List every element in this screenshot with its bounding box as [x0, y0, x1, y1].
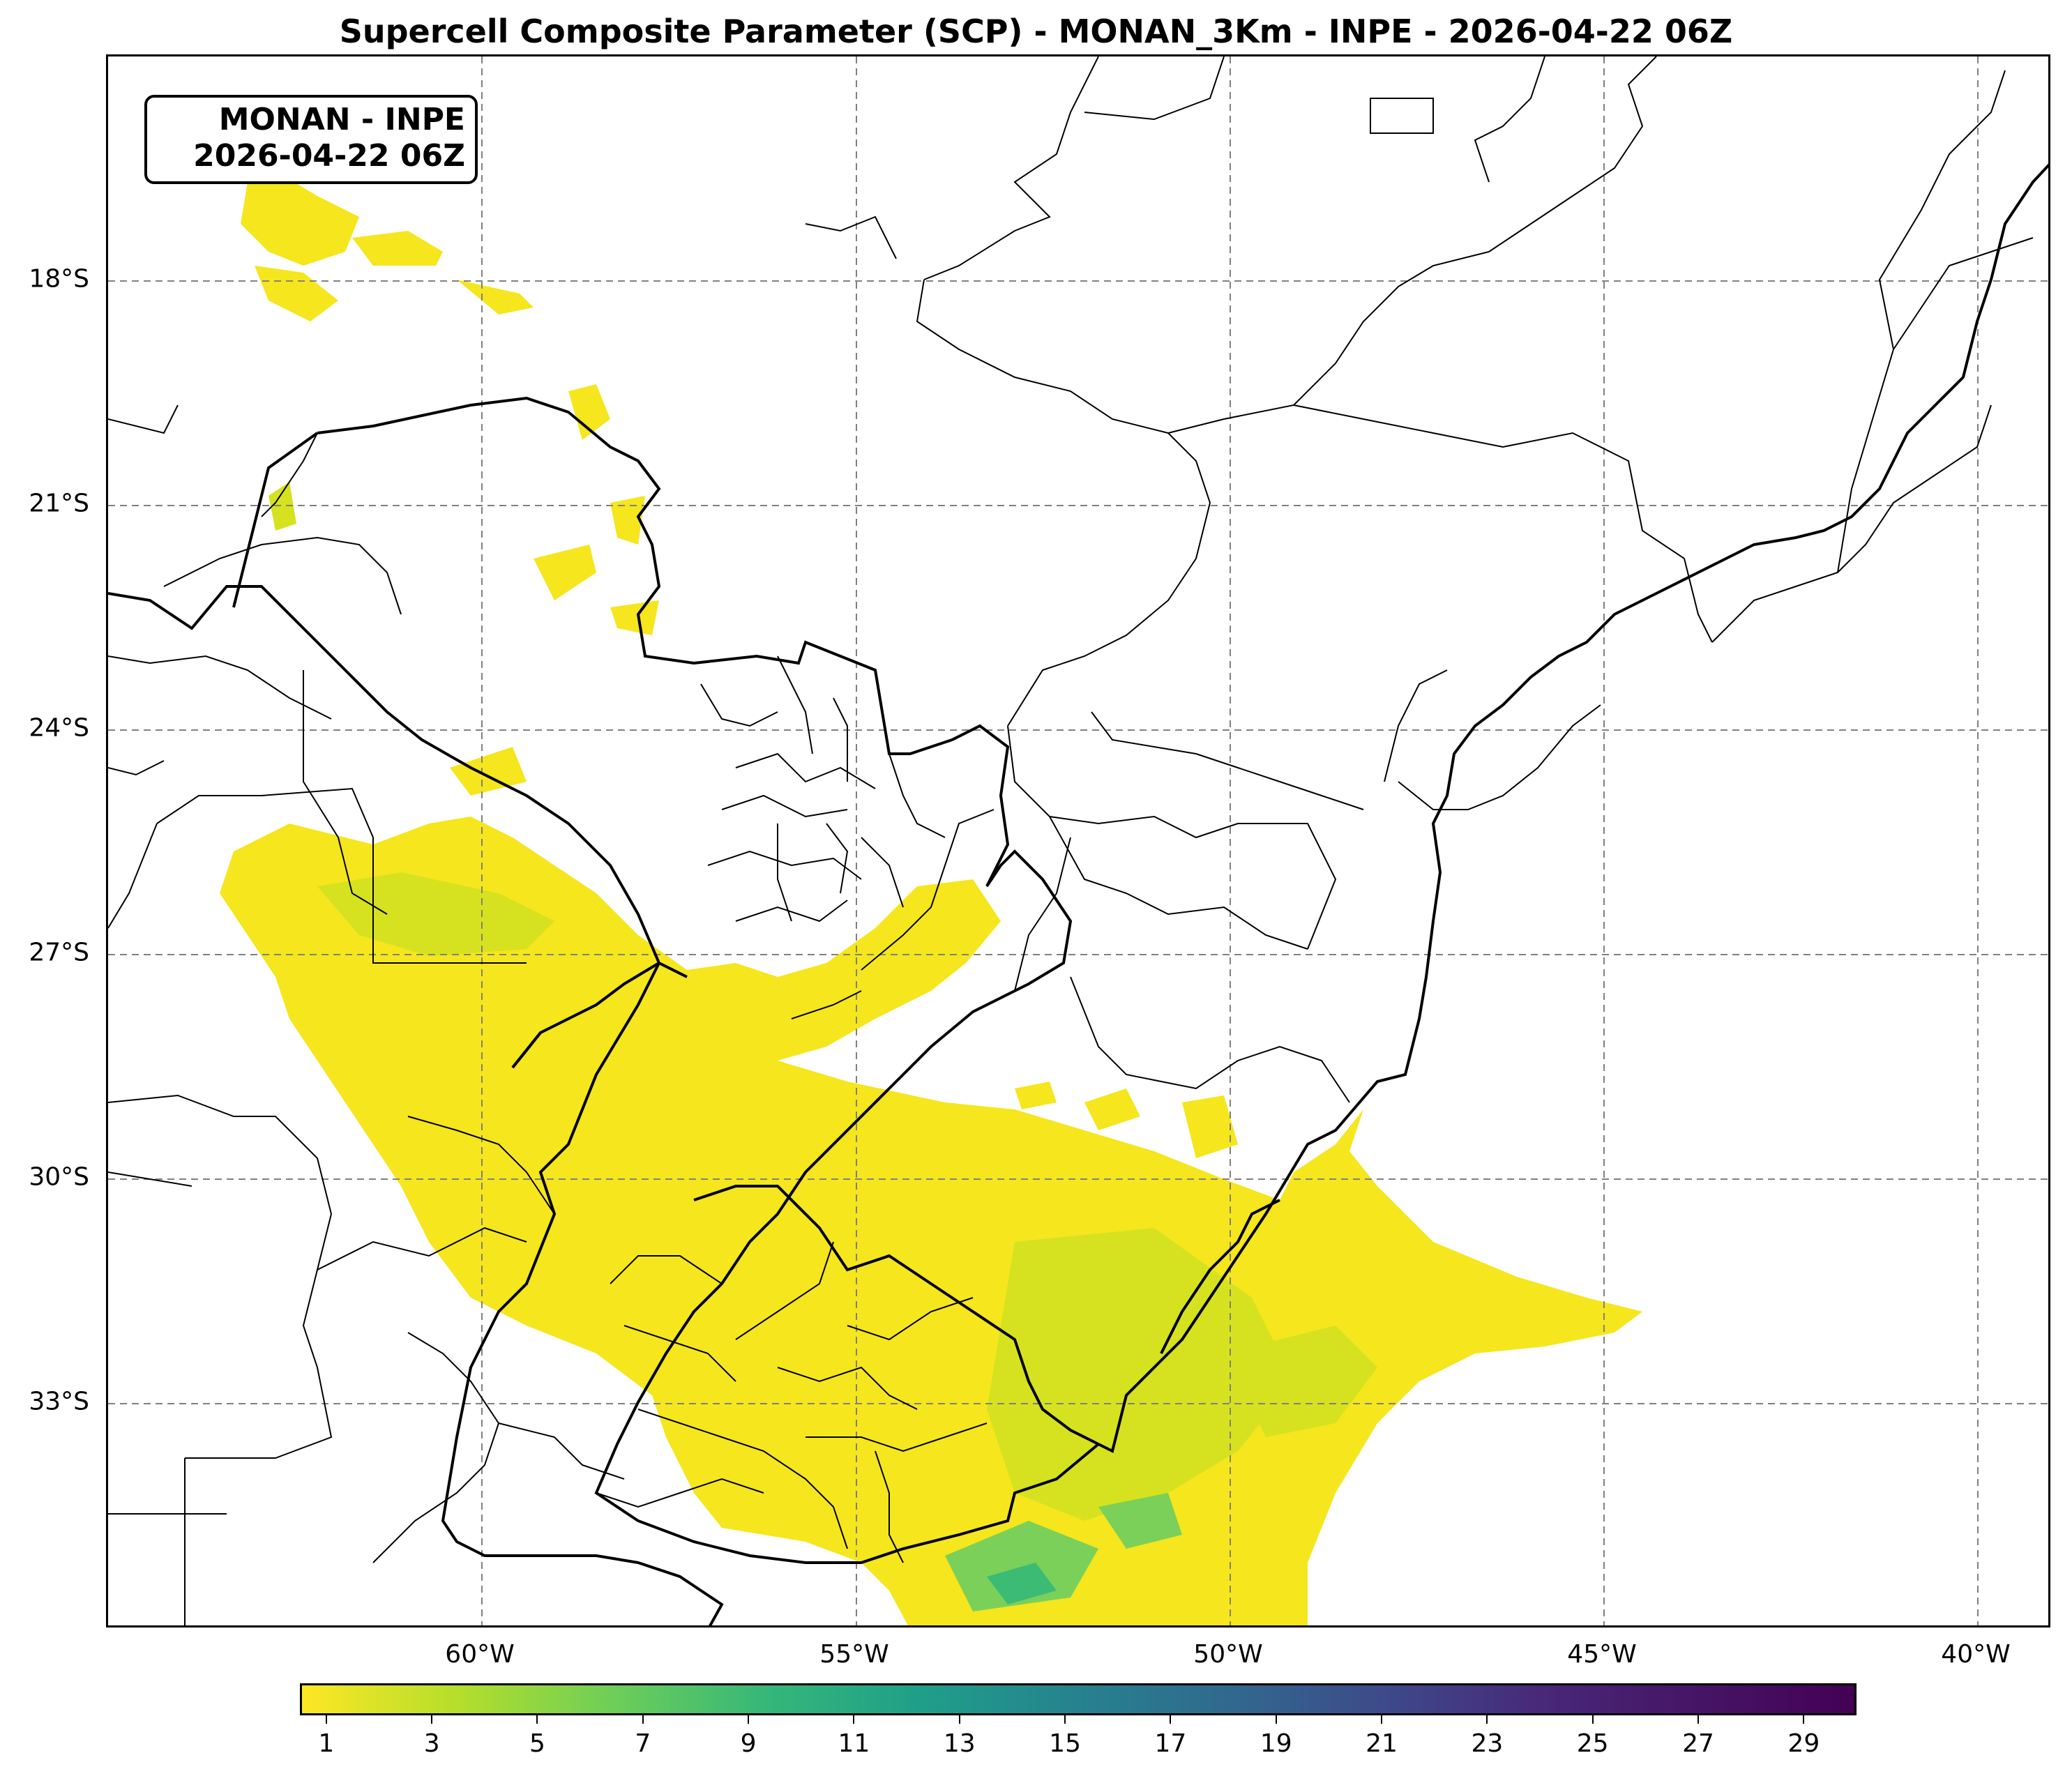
lat-tick-label: 18°S	[29, 264, 89, 294]
colorbar-tick-label: 11	[838, 1729, 870, 1758]
colorbar-tick	[642, 1715, 644, 1724]
colorbar-tick-label: 9	[740, 1729, 757, 1758]
lat-tick-label: 30°S	[29, 1162, 89, 1192]
colorbar-tick-label: 7	[635, 1729, 651, 1758]
colorbar-tick	[748, 1715, 750, 1724]
colorbar-tick-label: 1	[318, 1729, 335, 1758]
colorbar-tick-label: 17	[1154, 1729, 1187, 1758]
colorbar-tick	[1591, 1715, 1594, 1724]
colorbar-tick-label: 21	[1366, 1729, 1398, 1758]
lon-tick-label: 60°W	[445, 1640, 515, 1669]
lon-tick-label: 50°W	[1193, 1640, 1263, 1669]
colorbar-tick-label: 29	[1787, 1729, 1820, 1758]
colorbar	[300, 1683, 1857, 1715]
colorbar-tick	[1275, 1715, 1277, 1724]
colorbar-tick	[1803, 1715, 1805, 1724]
scp-field	[220, 175, 1642, 1625]
colorbar-tick-label: 23	[1471, 1729, 1504, 1758]
colorbar-tick-label: 15	[1049, 1729, 1081, 1758]
grid-lines	[108, 56, 2048, 1625]
lon-tick-label: 55°W	[819, 1640, 889, 1669]
colorbar-tick	[958, 1715, 960, 1724]
colorbar-tick	[1486, 1715, 1488, 1724]
lon-tick-label: 45°W	[1567, 1640, 1637, 1669]
lat-tick-label: 24°S	[29, 713, 89, 743]
colorbar-tick-label: 27	[1682, 1729, 1714, 1758]
info-box-line1: MONAN - INPE	[218, 102, 465, 137]
map-canvas[interactable]	[108, 56, 2050, 1628]
info-box: MONAN - INPE 2026-04-22 06Z	[144, 95, 478, 184]
state-borders	[108, 56, 2034, 1625]
map-area[interactable]	[106, 54, 2050, 1628]
map-title: Supercell Composite Parameter (SCP) - MO…	[339, 13, 1733, 50]
colorbar-tick	[1697, 1715, 1700, 1724]
lat-tick-label: 27°S	[29, 938, 89, 967]
info-box-line2: 2026-04-22 06Z	[193, 138, 465, 174]
colorbar-tick	[1170, 1715, 1172, 1724]
lat-tick-label: 33°S	[29, 1387, 89, 1416]
colorbar-tick	[1381, 1715, 1383, 1724]
lon-tick-label: 40°W	[1941, 1640, 2011, 1669]
colorbar-tick	[431, 1715, 433, 1724]
colorbar-tick	[325, 1715, 327, 1724]
colorbar-tick	[536, 1715, 538, 1724]
colorbar-tick	[1064, 1715, 1066, 1724]
colorbar-tick-label: 25	[1576, 1729, 1609, 1758]
lat-tick-label: 21°S	[29, 489, 89, 518]
country-borders	[108, 163, 2048, 1625]
colorbar-tick-label: 3	[423, 1729, 440, 1758]
colorbar-tick-label: 19	[1260, 1729, 1292, 1758]
colorbar-tick-label: 5	[529, 1729, 545, 1758]
colorbar-tick	[853, 1715, 855, 1724]
colorbar-tick-label: 13	[943, 1729, 976, 1758]
